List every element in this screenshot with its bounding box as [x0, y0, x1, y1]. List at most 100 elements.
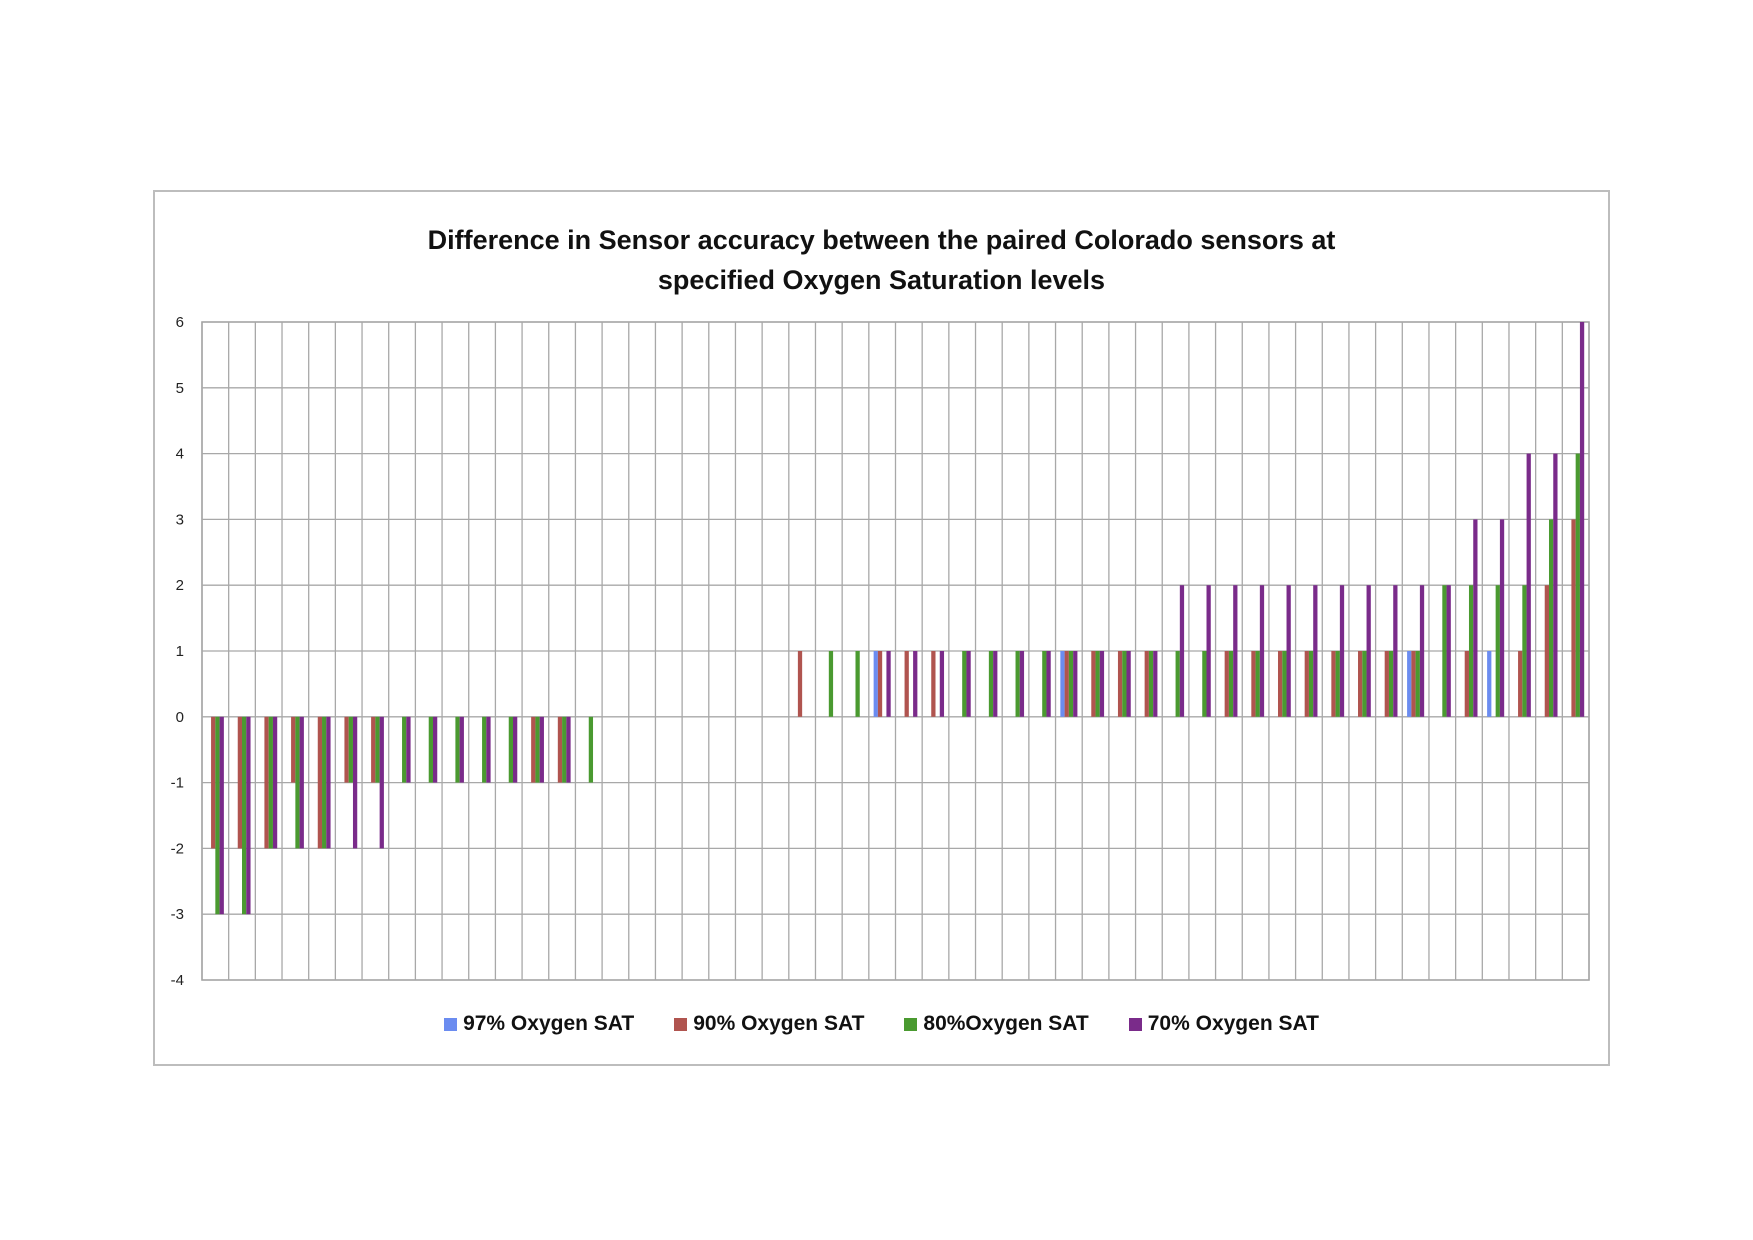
- bar: [1148, 651, 1154, 717]
- bar: [1388, 651, 1394, 717]
- bar: [939, 651, 945, 717]
- bar: [1122, 651, 1127, 717]
- bar: [322, 716, 327, 849]
- bar: [1579, 322, 1585, 717]
- legend-label: 90% Oxygen SAT: [693, 1012, 865, 1035]
- bar: [379, 716, 384, 849]
- bar: [1233, 585, 1238, 717]
- bar: [1553, 453, 1558, 717]
- legend-label: 97% Oxygen SAT: [463, 1012, 635, 1035]
- bar: [877, 651, 883, 717]
- bar: [1487, 651, 1492, 717]
- bar: [268, 716, 273, 849]
- bar: [402, 716, 407, 783]
- bar: [1224, 651, 1229, 717]
- legend-item: 80%Oxygen SAT: [904, 1012, 1089, 1036]
- legend-swatch: [904, 1017, 918, 1031]
- y-tick-label: -4: [171, 972, 184, 989]
- bar: [219, 716, 224, 915]
- bar: [1335, 651, 1340, 717]
- bar: [482, 716, 487, 783]
- bar: [272, 716, 278, 849]
- y-tick-label: 6: [176, 314, 184, 331]
- bar: [1042, 651, 1047, 717]
- legend-item: 90% Oxygen SAT: [674, 1012, 864, 1036]
- bar: [371, 716, 376, 783]
- bar: [1095, 651, 1100, 717]
- chart-frame: Difference in Sensor accuracy between th…: [153, 190, 1610, 1066]
- bar: [1571, 519, 1576, 717]
- bar: [1362, 651, 1367, 717]
- bar: [486, 716, 491, 783]
- bar: [1126, 651, 1131, 717]
- bar: [966, 651, 971, 717]
- chart-title-line-1: Difference in Sensor accuracy between th…: [427, 225, 1336, 255]
- legend-item: 97% Oxygen SAT: [444, 1012, 634, 1036]
- bar: [344, 716, 349, 783]
- legend-swatch: [444, 1017, 458, 1031]
- bar: [1304, 651, 1309, 717]
- bar: [1464, 651, 1469, 717]
- bar: [215, 716, 220, 915]
- bar: [566, 716, 571, 783]
- bar: [588, 716, 594, 783]
- chart-title: Difference in Sensor accuracy between th…: [155, 220, 1608, 300]
- bar: [1442, 585, 1447, 717]
- bar: [242, 716, 247, 915]
- bar: [1366, 585, 1371, 717]
- bar: [428, 716, 433, 783]
- bar: [1384, 651, 1389, 717]
- bar: [1228, 651, 1234, 717]
- bar: [797, 651, 803, 717]
- bar: [211, 716, 216, 849]
- bar: [432, 716, 438, 783]
- bar: [1522, 585, 1527, 717]
- bar: [886, 651, 891, 717]
- bar: [855, 651, 860, 717]
- bar: [1046, 651, 1051, 717]
- bar: [1575, 453, 1580, 717]
- bar: [904, 651, 909, 717]
- bar: [1255, 651, 1260, 717]
- bar: [828, 651, 834, 717]
- y-tick-label: -3: [171, 906, 184, 923]
- bar: [535, 716, 540, 783]
- bar: [1518, 651, 1523, 717]
- bar: [1282, 651, 1287, 717]
- bar: [988, 651, 994, 717]
- bar: [352, 716, 358, 849]
- bar: [406, 716, 411, 783]
- bar: [1499, 519, 1505, 717]
- legend-swatch: [1128, 1017, 1142, 1031]
- bar: [375, 716, 380, 783]
- bar: [1393, 585, 1398, 717]
- bar: [1411, 651, 1416, 717]
- y-tick-label: 4: [176, 446, 184, 463]
- bar: [1419, 585, 1425, 717]
- y-tick-label: 0: [176, 709, 184, 726]
- y-tick-label: -2: [171, 840, 184, 857]
- bar: [1339, 585, 1345, 717]
- bar: [326, 716, 331, 849]
- bar: [1544, 585, 1549, 717]
- bar: [237, 716, 243, 849]
- bar: [291, 716, 296, 783]
- bar: [1526, 453, 1531, 717]
- bar: [295, 716, 300, 849]
- bar: [1144, 651, 1149, 717]
- bar: [1099, 651, 1105, 717]
- bar: [1153, 651, 1158, 717]
- y-tick-label: -1: [171, 775, 184, 792]
- bar: [264, 716, 269, 849]
- bar: [299, 716, 304, 849]
- bar: [1415, 651, 1420, 717]
- bar: [539, 716, 544, 783]
- y-tick-label: 2: [176, 577, 184, 594]
- bar: [1495, 585, 1500, 717]
- bar: [1064, 651, 1069, 717]
- bar: [1473, 519, 1478, 717]
- bar: [531, 716, 536, 783]
- bar: [1313, 585, 1318, 717]
- legend-label: 80%Oxygen SAT: [923, 1012, 1089, 1035]
- bar: [1206, 585, 1211, 717]
